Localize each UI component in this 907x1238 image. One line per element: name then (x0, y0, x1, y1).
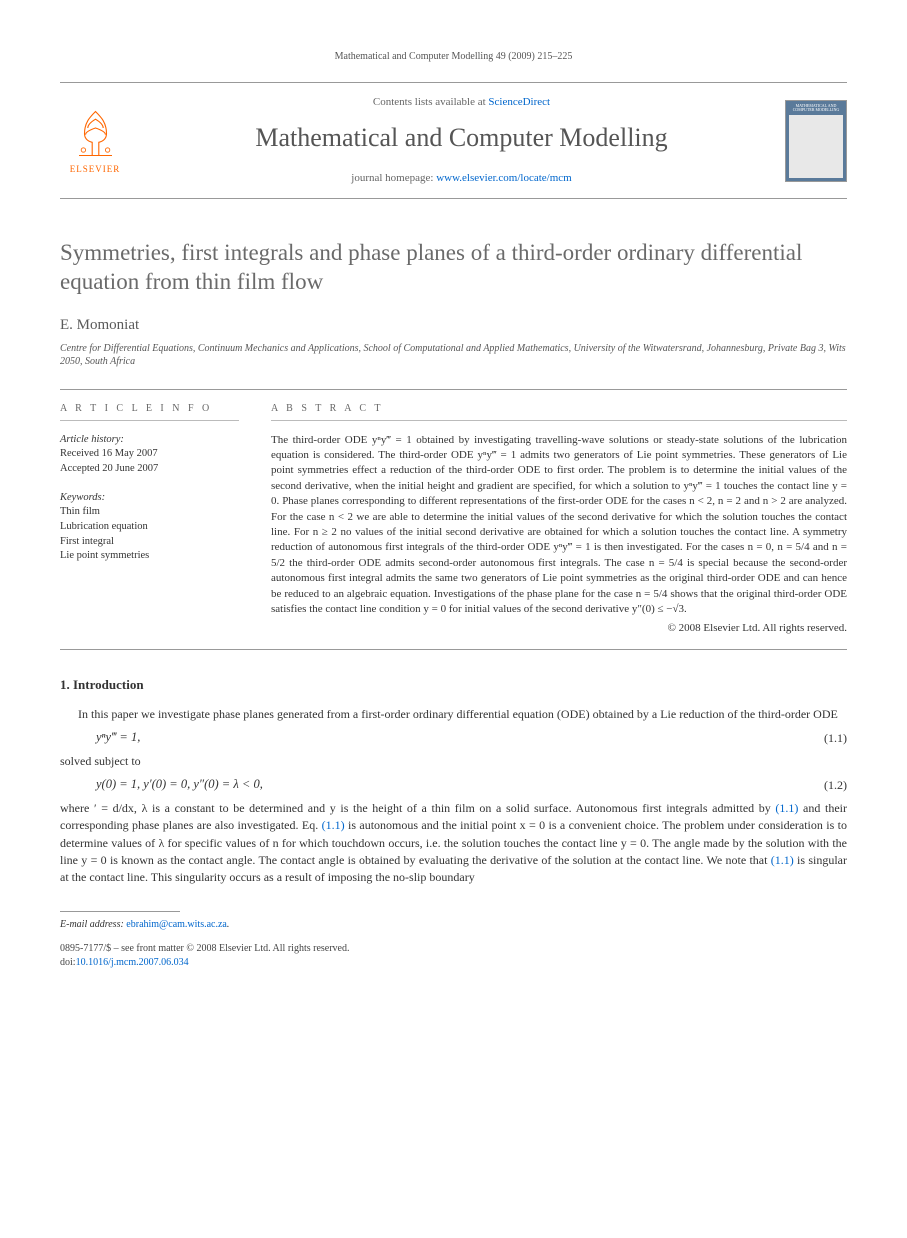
footnote-rule (60, 911, 180, 912)
publisher-logo[interactable]: ELSEVIER (60, 101, 130, 181)
equation-1-2-number: (1.2) (824, 777, 847, 794)
author-name[interactable]: E. Momoniat (60, 315, 847, 336)
article-title: Symmetries, first integrals and phase pl… (60, 239, 847, 297)
page-footer-copyright: 0895-7177/$ – see front matter © 2008 El… (60, 942, 847, 970)
eq-ref-1-1[interactable]: (1.1) (775, 801, 798, 815)
article-info-label: A R T I C L E I N F O (60, 402, 239, 421)
issn-line: 0895-7177/$ – see front matter © 2008 El… (60, 942, 847, 956)
cover-thumb-body (789, 115, 843, 177)
contents-prefix: Contents lists available at (373, 96, 488, 108)
keywords-label: Keywords: (60, 491, 239, 506)
author-email-link[interactable]: ebrahim@cam.wits.ac.za (126, 919, 227, 930)
doi-label: doi: (60, 957, 76, 968)
cover-thumb-title: MATHEMATICAL AND COMPUTER MODELLING (789, 104, 843, 113)
journal-cover-thumbnail[interactable]: MATHEMATICAL AND COMPUTER MODELLING (785, 100, 847, 182)
article-history-block: Article history: Received 16 May 2007 Ac… (60, 433, 239, 477)
author-affiliation: Centre for Differential Equations, Conti… (60, 342, 847, 369)
equation-1-2-body: y(0) = 1, y′(0) = 0, y″(0) = λ < 0, (96, 776, 824, 794)
elsevier-tree-icon (68, 106, 123, 161)
publisher-logo-text: ELSEVIER (70, 163, 121, 176)
received-date: Received 16 May 2007 (60, 447, 239, 462)
running-header: Mathematical and Computer Modelling 49 (… (60, 50, 847, 64)
intro-para-1: In this paper we investigate phase plane… (60, 706, 847, 723)
accepted-date: Accepted 20 June 2007 (60, 462, 239, 477)
equation-1-1-number: (1.1) (824, 730, 847, 747)
article-history-label: Article history: (60, 433, 239, 448)
homepage-prefix: journal homepage: (351, 172, 436, 184)
doi-line: doi:10.1016/j.mcm.2007.06.034 (60, 956, 847, 970)
para3-text-a: where ′ = d/dx, λ is a constant to be de… (60, 801, 775, 815)
abstract-label: A B S T R A C T (271, 402, 847, 421)
email-label: E-mail address: (60, 919, 124, 930)
eq-ref-1-1[interactable]: (1.1) (322, 818, 345, 832)
keyword-item: First integral (60, 535, 239, 550)
keyword-item: Lubrication equation (60, 520, 239, 535)
section-1-heading: 1. Introduction (60, 676, 847, 694)
abstract-column: A B S T R A C T The third-order ODE yⁿy‴… (255, 390, 847, 649)
journal-title: Mathematical and Computer Modelling (150, 120, 773, 156)
abstract-text: The third-order ODE yⁿy‴ = 1 obtained by… (271, 433, 847, 618)
article-info-column: A R T I C L E I N F O Article history: R… (60, 390, 255, 649)
masthead: ELSEVIER Contents lists available at Sci… (60, 82, 847, 199)
masthead-center: Contents lists available at ScienceDirec… (150, 95, 773, 186)
equation-1-2: y(0) = 1, y′(0) = 0, y″(0) = λ < 0, (1.2… (60, 776, 847, 794)
keyword-item: Thin film (60, 505, 239, 520)
info-abstract-block: A R T I C L E I N F O Article history: R… (60, 389, 847, 650)
corresponding-email-footnote: E-mail address: ebrahim@cam.wits.ac.za. (60, 918, 847, 932)
doi-link[interactable]: 10.1016/j.mcm.2007.06.034 (76, 957, 189, 968)
abstract-copyright: © 2008 Elsevier Ltd. All rights reserved… (271, 621, 847, 636)
keywords-block: Keywords: Thin film Lubrication equation… (60, 491, 239, 564)
journal-homepage-link[interactable]: www.elsevier.com/locate/mcm (436, 172, 572, 184)
contents-available-line: Contents lists available at ScienceDirec… (150, 95, 773, 110)
intro-para-3: where ′ = d/dx, λ is a constant to be de… (60, 800, 847, 887)
intro-para-2: solved subject to (60, 753, 847, 770)
journal-homepage-line: journal homepage: www.elsevier.com/locat… (150, 171, 773, 186)
sciencedirect-link[interactable]: ScienceDirect (488, 96, 550, 108)
email-suffix: . (227, 919, 230, 930)
equation-1-1: yⁿy‴ = 1, (1.1) (60, 729, 847, 747)
equation-1-1-body: yⁿy‴ = 1, (96, 729, 824, 747)
keyword-item: Lie point symmetries (60, 549, 239, 564)
eq-ref-1-1[interactable]: (1.1) (771, 853, 794, 867)
